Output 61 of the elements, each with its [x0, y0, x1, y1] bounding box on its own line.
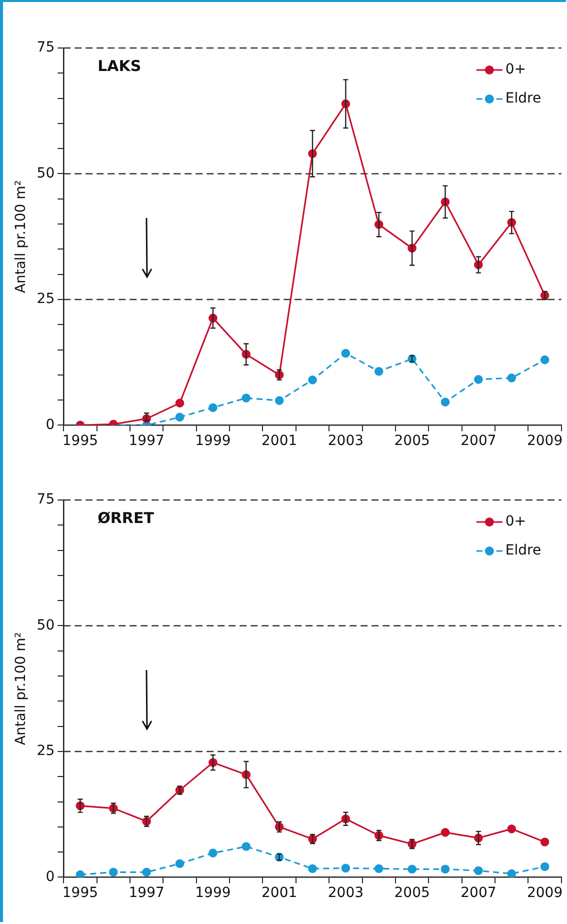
point: [540, 838, 550, 846]
x-tick-label: 2001: [262, 885, 298, 902]
x-tick-label: 2001: [262, 433, 298, 450]
point: [308, 864, 317, 874]
point: [341, 348, 350, 358]
point: [440, 864, 450, 874]
x-tick-label: 2007: [460, 885, 496, 902]
legend-label: 0+: [505, 514, 526, 530]
point: [175, 398, 184, 408]
text: ØRRET: [98, 508, 155, 527]
y-tick-label: 0: [46, 416, 55, 433]
x-tick-label: 1995: [62, 433, 98, 450]
point: [474, 866, 483, 876]
point: [142, 868, 151, 877]
x-tick-label: 2005: [394, 885, 430, 902]
x-tick-label: 2007: [460, 433, 496, 450]
point: [408, 864, 416, 874]
y-tick-label: 25: [36, 743, 55, 760]
text: LAKS: [98, 56, 142, 75]
x-tick-label: 2003: [328, 433, 364, 450]
point: [242, 842, 251, 851]
x-tick-label: 2005: [394, 433, 430, 450]
x-tick-label: 2009: [526, 433, 563, 450]
point: [208, 403, 218, 412]
legend-label: 0+: [505, 62, 526, 78]
point: [208, 848, 218, 858]
x-tick-label: 1997: [128, 885, 164, 902]
y-tick-label: 50: [36, 617, 55, 634]
x-tick-label: 2009: [526, 885, 563, 902]
point: [474, 375, 483, 384]
point: [175, 859, 184, 868]
point: [374, 366, 384, 376]
point: [76, 870, 85, 878]
point: [341, 864, 350, 873]
x-tick-label: 1999: [195, 885, 231, 902]
point: [308, 376, 317, 384]
y-tick-label: 50: [36, 165, 55, 182]
y-axis-title: Antall pr.100 m²: [13, 180, 30, 294]
x-tick-label: 2003: [328, 885, 364, 902]
y-axis-title: Antall pr.100 m²: [13, 632, 30, 746]
point: [440, 828, 450, 837]
x-tick-label: 1999: [195, 433, 231, 450]
point: [274, 396, 284, 405]
point: [507, 374, 516, 382]
point: [175, 412, 184, 422]
point: [440, 398, 450, 406]
y-tick-label: 25: [36, 291, 55, 308]
y-tick-label: 75: [36, 492, 55, 508]
y-tick-label: 75: [36, 40, 55, 56]
x-tick-label: 1995: [62, 885, 98, 902]
point: [540, 355, 550, 364]
legend-label: Eldre: [505, 542, 542, 559]
point: [374, 864, 384, 874]
point: [507, 824, 516, 834]
point: [242, 394, 251, 402]
point: [108, 868, 118, 877]
point: [540, 862, 550, 872]
y-tick-label: 0: [46, 868, 55, 885]
point: [507, 869, 516, 878]
legend-label: Eldre: [505, 90, 542, 107]
x-tick-label: 1997: [128, 433, 164, 450]
